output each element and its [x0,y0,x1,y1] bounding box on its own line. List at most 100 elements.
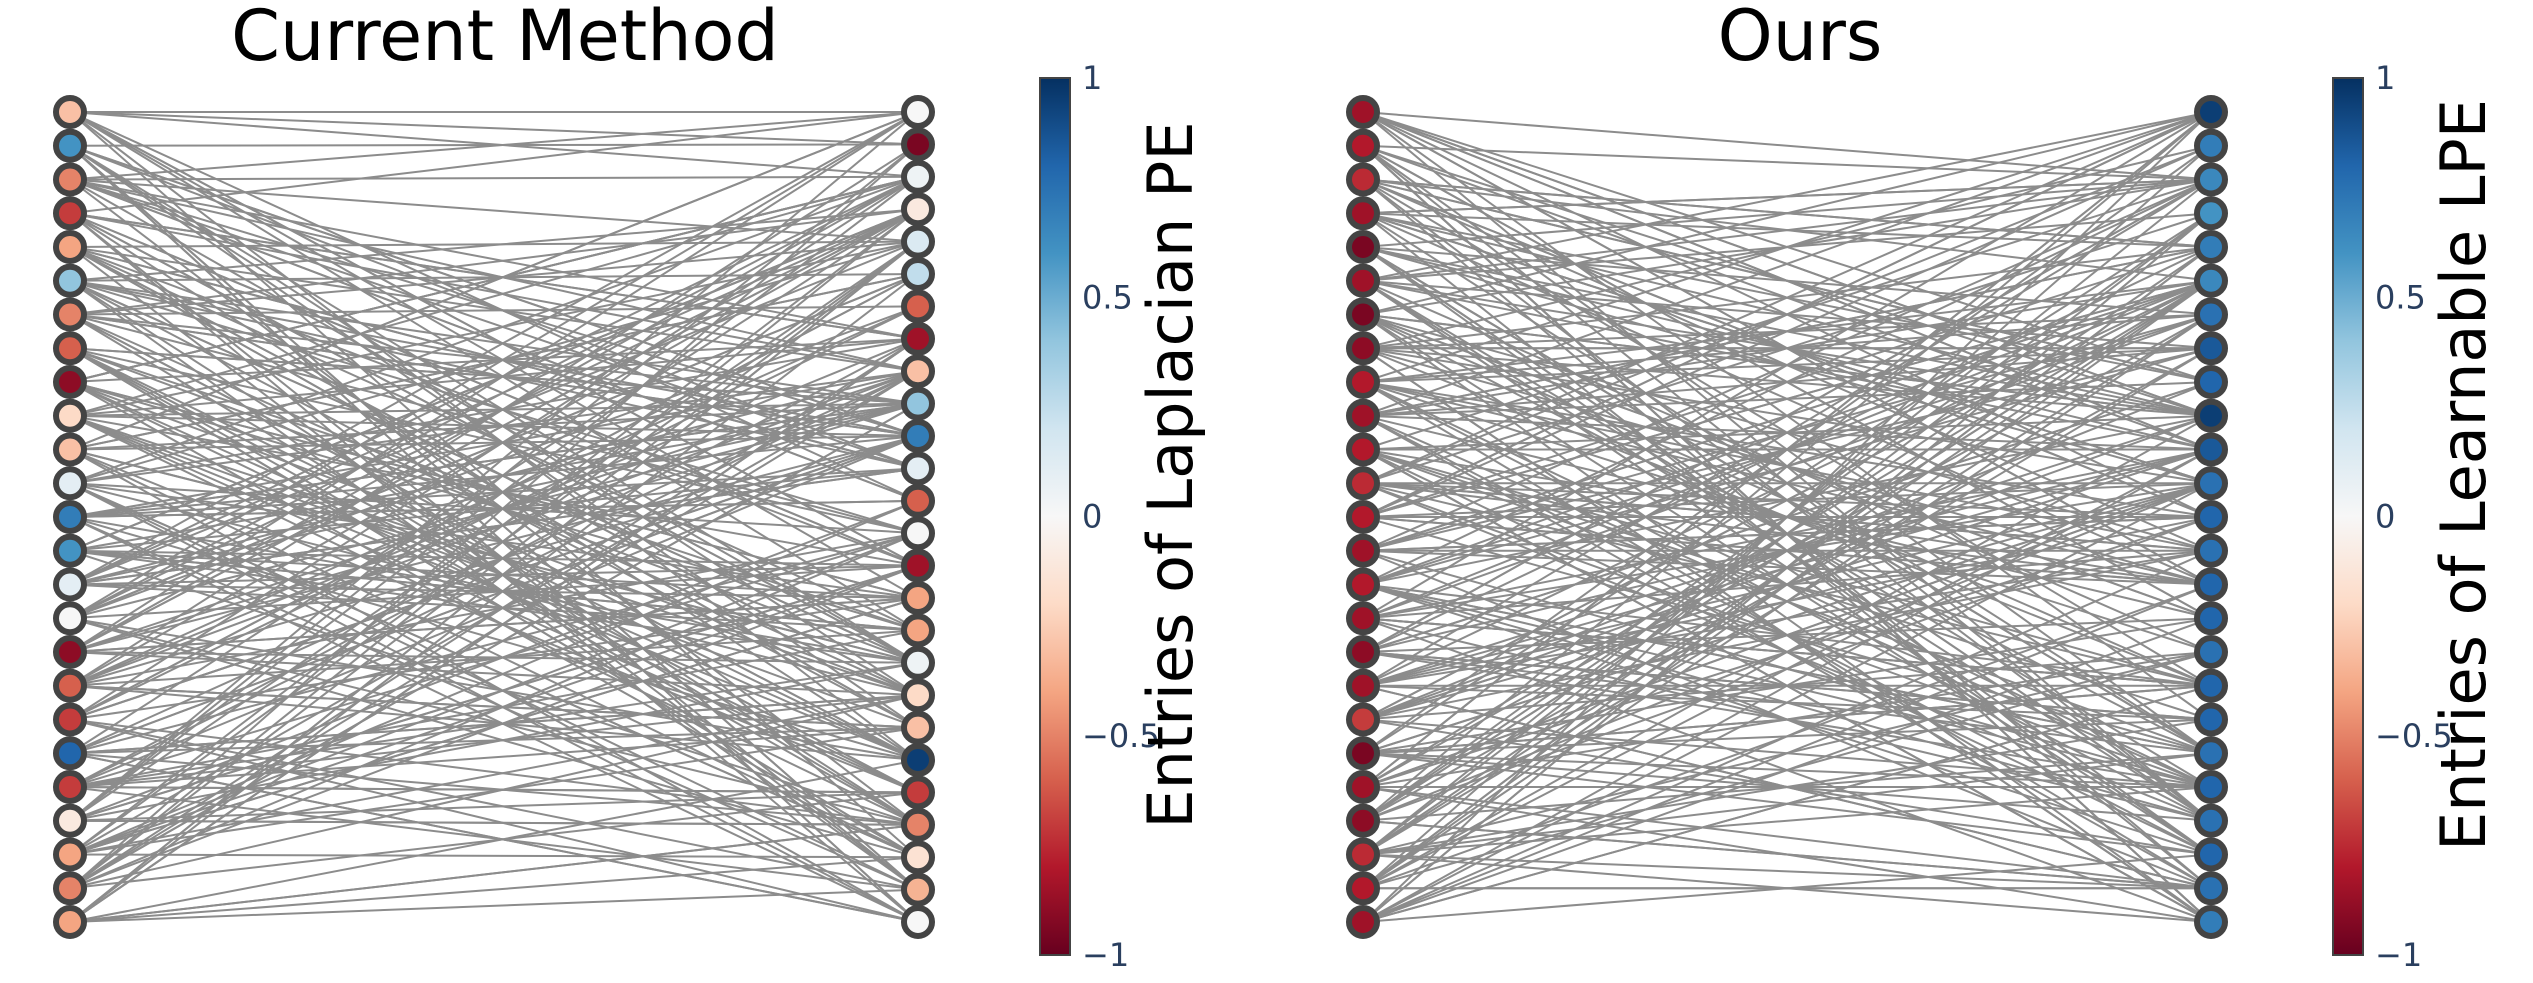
edge [69,499,919,822]
edge [69,853,919,859]
edge [69,435,919,755]
edge [1362,549,2212,923]
edge [69,694,919,890]
edge [1362,178,2212,653]
right-node [901,386,935,421]
edge [1362,583,2212,923]
left-node [53,871,87,906]
edge [69,467,919,552]
edge [69,175,919,383]
edge [69,246,919,729]
edge [69,178,919,340]
edge [69,143,919,822]
left-node [53,263,87,298]
left-node [1346,331,1380,366]
panel-title: Current Method [231,0,779,77]
edge [1362,212,2212,856]
colorbar-ticks: 1 0.5 0 −0.5 −1 [2375,59,2453,974]
edge [69,337,919,890]
right-node [2194,905,2228,939]
colorbar-tick-label: −1 [1082,936,1129,974]
left-node [53,365,87,399]
edge [69,819,919,826]
edge [69,435,919,451]
edge [69,414,919,761]
left-node [53,635,87,669]
right-node [901,95,935,129]
colorbar-tick-label: 1 [1082,59,1102,97]
right-node [2194,702,2228,737]
left-node [1346,432,1380,467]
edge [69,313,919,535]
left-node [53,196,87,231]
edge [69,888,919,923]
left-node [1346,668,1380,703]
colorbar-title: Entries of Learnable LPE [2427,99,2500,851]
left-node [1346,230,1380,264]
edge [69,305,919,620]
edge [69,178,919,502]
edge [69,759,919,923]
colorbar-tick-label: −0.5 [1082,717,1160,755]
edge [69,532,919,890]
left-node [1346,365,1380,399]
edge [69,370,919,518]
right-node [2194,567,2228,602]
left-node [1346,635,1380,669]
left-node [1346,297,1380,332]
edge [69,175,919,485]
left-node [53,770,87,804]
colorbar-tick-label: 1 [2375,59,2395,97]
edge [69,111,919,586]
edge [69,726,919,788]
edge [69,597,919,653]
edge [69,178,919,664]
left-node [1346,770,1380,804]
right-node [2194,196,2228,231]
edge [1362,212,2212,923]
edge [69,176,919,822]
right-node [2194,230,2228,264]
right-node [901,548,935,583]
colorbar: 1 0.5 0 −0.5 −1 [1039,59,1160,974]
edge [69,337,919,485]
edge [69,175,919,181]
edge [69,467,919,518]
left-node [1346,533,1380,568]
edge [69,212,919,567]
right-node [2194,668,2228,703]
edge [69,564,919,586]
right-node [901,775,935,810]
right-node [901,840,935,875]
edge [69,145,919,923]
edge [69,482,919,599]
left-node [1346,905,1380,939]
left-node [53,500,87,534]
left-node [53,466,87,501]
edge [69,246,919,632]
edge [69,617,919,859]
right-node [901,419,935,453]
edge [69,823,919,923]
edge [69,629,919,788]
right-node [2194,736,2228,771]
left-node [53,567,87,602]
right-node [2194,128,2228,163]
edge [69,305,919,721]
edge [69,370,919,687]
edge [69,381,919,697]
right-node [901,807,935,842]
right-node [901,451,935,486]
right-node [2194,365,2228,399]
right-node [2194,95,2228,129]
edge [1362,178,2212,687]
right-node [901,905,935,939]
edge [1362,111,2212,383]
edge [69,694,919,856]
right-node [2194,297,2228,332]
edge [69,651,919,697]
edge [1362,111,2212,620]
edge [69,583,919,632]
edge [69,279,919,664]
edge [69,414,919,567]
